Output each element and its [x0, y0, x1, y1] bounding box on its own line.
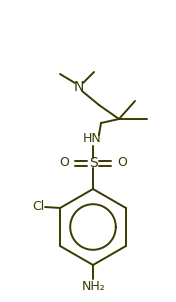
Text: S: S [89, 156, 97, 170]
Text: Cl: Cl [32, 201, 44, 214]
Text: NH₂: NH₂ [82, 279, 106, 293]
Text: O: O [59, 156, 69, 169]
Text: N: N [74, 80, 84, 94]
Text: O: O [117, 156, 127, 169]
Text: HN: HN [83, 133, 101, 146]
